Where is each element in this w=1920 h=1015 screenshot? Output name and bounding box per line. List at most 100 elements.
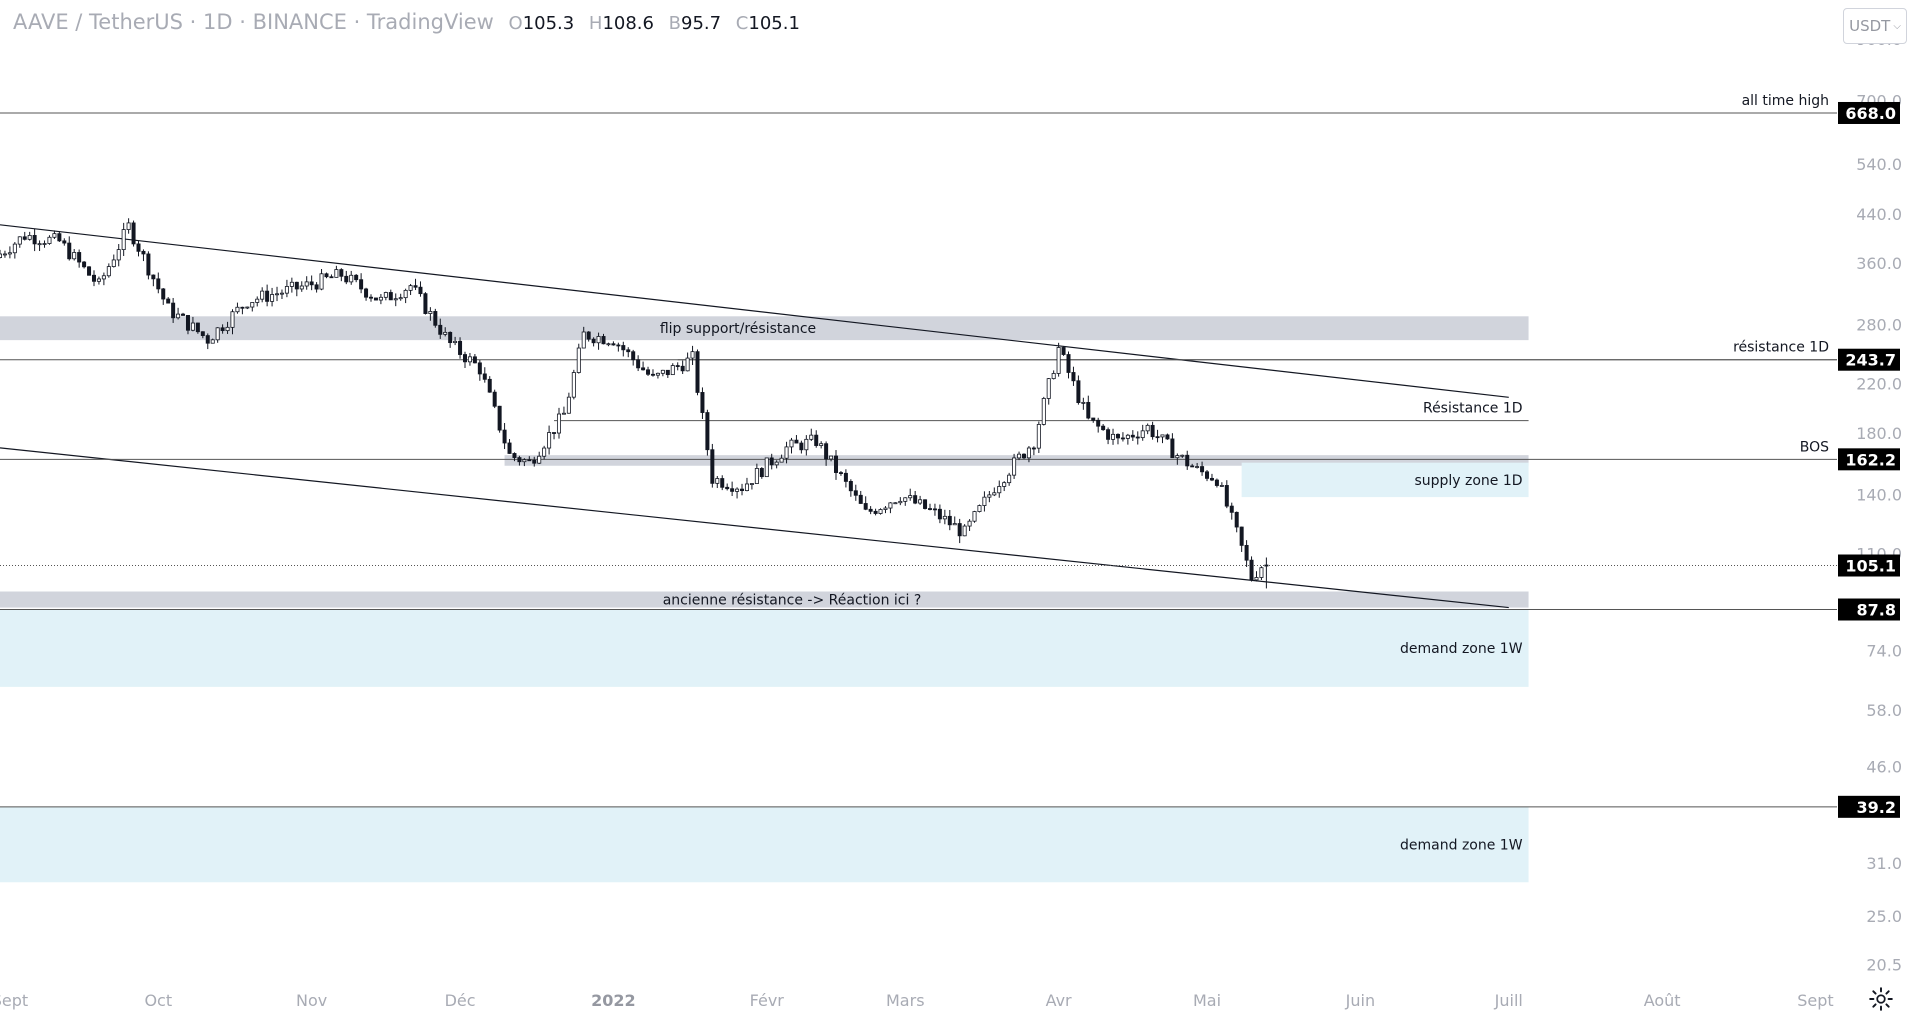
candle-body: [185, 315, 190, 331]
price-tag-box: [1838, 348, 1900, 371]
candle-body: [942, 515, 947, 520]
candle-body: [270, 294, 275, 302]
candle-body: [369, 296, 374, 299]
candle-body: [151, 274, 156, 280]
candle-body: [1264, 564, 1269, 567]
candle-body: [596, 336, 601, 344]
candle-body: [334, 269, 339, 278]
candle-body: [680, 365, 685, 372]
candle-body: [908, 495, 913, 499]
candle-body: [972, 511, 977, 522]
x-tick-label: 2022: [591, 991, 636, 1010]
candle-body: [606, 343, 611, 346]
candle-body: [52, 233, 57, 238]
candle-body: [547, 432, 552, 449]
candle-body: [1007, 474, 1012, 484]
candle-body: [393, 298, 398, 301]
candle-body: [804, 438, 809, 451]
x-tick-label: Sept: [1797, 991, 1833, 1010]
y-tick-label: 180.0: [1856, 424, 1902, 443]
candle-body: [962, 525, 967, 537]
candle-body: [675, 365, 680, 367]
candle-body: [354, 274, 359, 281]
candle-body: [1051, 373, 1056, 380]
candle-body: [1066, 354, 1071, 373]
candle-body: [458, 340, 463, 355]
y-tick-label: 20.5: [1866, 955, 1902, 974]
candle-body: [1234, 511, 1239, 528]
y-tick-label: 31.0: [1866, 854, 1902, 873]
candle-body: [522, 459, 527, 463]
candle-body: [552, 432, 557, 434]
candle-body: [1209, 477, 1214, 481]
candle-body: [0, 253, 3, 258]
currency-dropdown[interactable]: USDT ⌵: [1843, 8, 1907, 44]
x-tick-label: Juin: [1345, 991, 1375, 1010]
candle-body: [977, 505, 982, 512]
candle-body: [111, 259, 116, 267]
candle-body: [413, 285, 418, 288]
x-tick-label: Avr: [1046, 991, 1072, 1010]
candle-body: [1021, 453, 1026, 459]
candle-body: [507, 442, 512, 454]
y-tick-label: 280.0: [1856, 316, 1902, 335]
high-value: 108.6: [602, 13, 654, 34]
candle-body: [502, 429, 507, 444]
candle-body: [631, 351, 636, 361]
candle-body: [492, 391, 497, 407]
price-level-caption: résistance 1D: [1733, 340, 1829, 356]
candle-body: [388, 292, 393, 301]
candle-body: [655, 372, 660, 376]
gear-icon[interactable]: [1868, 986, 1894, 1012]
candle-body: [586, 331, 591, 340]
candle-body: [888, 502, 893, 509]
candle-body: [611, 343, 616, 346]
candle-body: [255, 298, 260, 303]
candle-body: [448, 331, 453, 344]
close-value: 105.1: [748, 13, 800, 34]
candle-body: [1091, 417, 1096, 421]
candle-body: [403, 289, 408, 299]
candle-body: [319, 273, 324, 290]
candle-body: [398, 297, 403, 300]
candle-body: [1106, 429, 1111, 440]
candle-body: [932, 508, 937, 511]
candle-body: [1012, 457, 1017, 476]
candle-body: [1175, 455, 1180, 459]
candle-body: [829, 455, 834, 460]
candle-body: [171, 302, 176, 319]
candle-body: [537, 455, 542, 464]
candle-body: [339, 269, 344, 277]
zone-label: supply zone 1D: [1414, 473, 1522, 489]
x-tick-label: Déc: [445, 991, 476, 1010]
candle-body: [176, 313, 181, 319]
candle-body: [863, 503, 868, 510]
candle-body: [843, 472, 848, 482]
candle-body: [809, 434, 814, 440]
candle-body: [146, 253, 151, 276]
zone-rect: [1241, 462, 1529, 498]
candle-body: [91, 274, 96, 282]
candle-body: [749, 483, 754, 485]
price-tag-text: 162.2: [1845, 450, 1896, 469]
open-value: 105.3: [522, 13, 575, 34]
candle-body: [982, 496, 987, 506]
candle-body: [873, 510, 878, 514]
x-tick-label: Sept: [0, 991, 28, 1010]
candle-body: [1101, 425, 1106, 431]
candle-body: [581, 331, 586, 349]
candle-body: [1135, 436, 1140, 439]
candle-body: [987, 494, 992, 498]
candle-body: [853, 490, 858, 496]
candle-body: [878, 509, 883, 514]
candle-body: [1239, 526, 1244, 546]
candle-body: [1130, 434, 1135, 438]
candle-body: [913, 495, 918, 504]
candle-body: [794, 439, 799, 444]
level-label: Résistance 1D: [1423, 401, 1523, 417]
zone-label: demand zone 1W: [1400, 838, 1523, 854]
candle-body: [1195, 466, 1200, 468]
candle-body: [453, 340, 458, 344]
candle-body: [774, 461, 779, 466]
